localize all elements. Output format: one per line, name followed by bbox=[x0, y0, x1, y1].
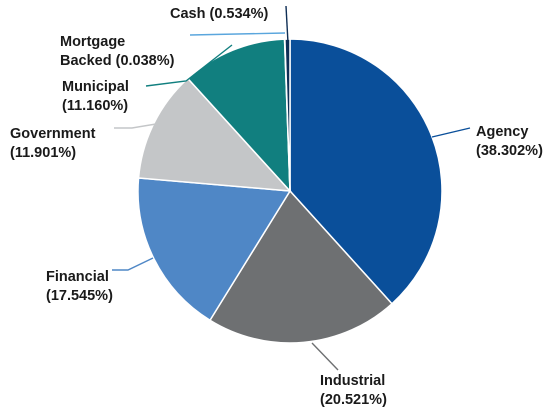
leader-lines bbox=[112, 5, 471, 371]
pie-slices bbox=[137, 38, 443, 344]
label-financial: Financial (17.545%) bbox=[46, 269, 113, 304]
label-agency: Agency (38.302%) bbox=[476, 124, 543, 159]
pie-slice-financial bbox=[137, 177, 292, 322]
leader-line-municipal bbox=[145, 44, 233, 87]
slice-labels: Agency (38.302%) Industrial (20.521%) Fi… bbox=[10, 6, 543, 408]
label-mortgage-backed: Mortgage Backed (0.038%) bbox=[60, 34, 175, 69]
leader-line-agency bbox=[431, 127, 471, 138]
pie-slice-municipal bbox=[186, 38, 291, 194]
label-industrial: Industrial (20.521%) bbox=[320, 373, 389, 408]
leader-line-industrial bbox=[311, 342, 339, 371]
label-municipal: Municipal (11.160%) bbox=[62, 79, 133, 114]
pie-slice-agency bbox=[289, 38, 443, 305]
pie-slice-government bbox=[137, 77, 292, 192]
leader-line-government bbox=[114, 123, 157, 129]
label-government: Government (11.901%) bbox=[10, 126, 99, 161]
label-cash: Cash (0.534%) bbox=[170, 6, 268, 22]
leader-line-financial bbox=[112, 257, 154, 271]
leader-line-mortgage-backed bbox=[189, 32, 286, 36]
pie-slice-industrial bbox=[208, 189, 393, 344]
leader-line-cash bbox=[285, 5, 289, 44]
